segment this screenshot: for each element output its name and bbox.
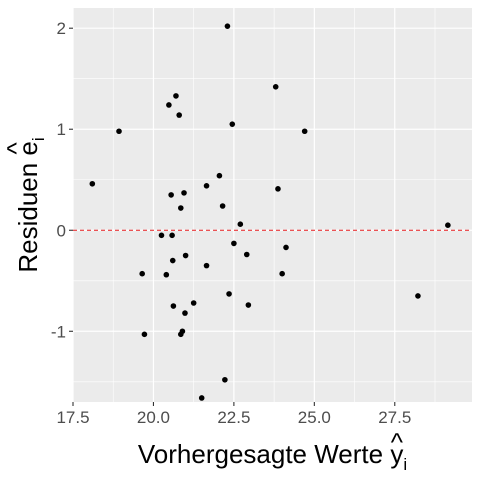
data-point	[237, 221, 244, 227]
data-point	[190, 300, 197, 306]
data-point	[169, 232, 175, 239]
data-point	[243, 251, 250, 258]
x-tick-label: 17.5	[56, 408, 89, 427]
x-axis-title: Vorhergesagte Werte yi	[138, 439, 407, 474]
data-point	[166, 102, 172, 108]
x-tick-label: 20.0	[137, 408, 170, 427]
data-point	[415, 293, 421, 299]
data-point	[158, 232, 165, 239]
data-point	[226, 291, 232, 297]
y-tick-label: 1	[57, 120, 66, 139]
x-axis-title-text: Vorhergesagte Werte	[138, 439, 390, 469]
data-point	[245, 302, 252, 308]
x-axis-ticks: 17.5 20.0 22.5 25.0 27.5	[56, 402, 411, 427]
y-axis-title-hat: ^	[1, 141, 31, 154]
x-axis-title-hat: ^	[391, 427, 404, 457]
data-point	[279, 270, 285, 277]
data-point	[445, 222, 451, 229]
y-axis-title-symbol: e	[13, 141, 43, 155]
data-point	[182, 310, 188, 316]
y-axis-title-text: Residuen	[13, 156, 43, 273]
data-point	[163, 271, 170, 278]
data-point	[169, 257, 176, 264]
y-axis-title-group: Residuen ei ^	[1, 137, 48, 272]
y-tick-label: -1	[51, 322, 66, 341]
x-tick-label: 22.5	[217, 408, 250, 427]
y-axis-title: Residuen ei	[13, 137, 48, 272]
data-point	[203, 262, 210, 269]
data-point	[139, 270, 145, 277]
data-point	[231, 240, 237, 247]
data-point	[229, 121, 236, 127]
minor-gridlines	[73, 8, 472, 402]
data-points	[89, 23, 451, 401]
data-point	[179, 328, 186, 335]
data-point	[198, 395, 205, 401]
y-axis-title-subscript: i	[29, 137, 48, 141]
plot-panel	[73, 8, 472, 402]
data-point	[224, 23, 231, 29]
data-point	[89, 180, 96, 187]
data-point	[301, 128, 308, 135]
data-point	[182, 252, 189, 259]
x-axis-title-subscript: i	[403, 455, 407, 474]
data-point	[170, 303, 177, 309]
x-tick-label: 25.0	[298, 408, 331, 427]
data-point	[176, 112, 182, 118]
data-point	[181, 190, 187, 196]
data-point	[141, 331, 148, 338]
data-point	[168, 192, 174, 198]
data-point	[216, 172, 223, 179]
y-axis-ticks: -1 0 1 2	[51, 19, 73, 341]
major-gridlines	[72, 8, 472, 402]
data-point	[203, 183, 210, 189]
data-point	[177, 205, 184, 211]
data-point	[116, 128, 122, 135]
data-point	[275, 186, 281, 192]
y-tick-label: 0	[57, 221, 66, 240]
data-point	[283, 244, 289, 251]
x-tick-label: 27.5	[378, 408, 411, 427]
data-point	[219, 203, 226, 209]
data-point	[272, 84, 279, 90]
x-axis-title-symbol: y	[390, 439, 403, 469]
data-point	[173, 93, 179, 99]
y-tick-label: 2	[57, 19, 66, 38]
data-point	[222, 376, 228, 383]
